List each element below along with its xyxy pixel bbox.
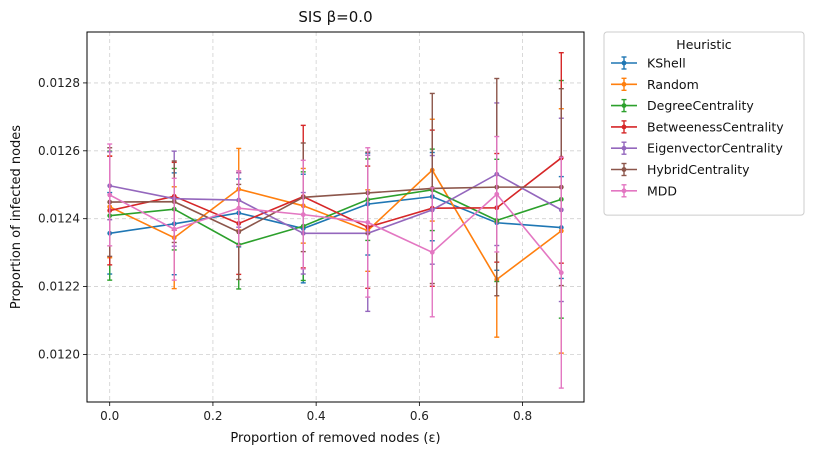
y-tick-label: 0.0126 [38,144,80,158]
legend-swatch-marker [621,124,627,130]
x-tick-label: 0.4 [307,409,326,423]
series-line [109,173,562,235]
legend-label: DegreeCentrality [647,98,754,113]
data-point [494,191,500,197]
legend-label: MDD [647,183,677,198]
legend-swatch-marker [621,188,627,194]
series-MDD [107,135,564,389]
y-tick-label: 0.0128 [38,76,80,90]
legend-label: HybridCentrality [647,162,750,177]
legend-label: Random [647,77,699,92]
legend-label: EigenvectorCentrality [647,141,783,156]
series-line [109,193,562,274]
series-line [109,195,562,235]
y-tick-label: 0.0120 [38,347,80,361]
legend-swatch-marker [621,103,627,108]
data-point [236,205,242,211]
legend-item: MDD [611,183,677,198]
chart-title: SIS β=0.0 [298,8,372,26]
legend-title: Heuristic [676,37,732,52]
data-point [365,220,371,225]
data-point [107,192,113,198]
legend-swatch-marker [621,145,627,151]
data-point [300,212,306,218]
legend-item: EigenvectorCentrality [611,141,783,156]
series-layer [107,52,564,389]
x-tick-label: 0.2 [203,409,222,423]
legend-label: BetweenessCentrality [647,119,784,134]
data-point [429,249,435,255]
y-axis-label: Proportion of infected nodes [9,125,24,309]
series-line [109,186,562,233]
plot-frame [86,31,585,403]
ticks: 0.0 0.2 0.4 0.6 0.8 0.0120 0.0122 0.0124 0.0126 0… [38,76,532,423]
legend-item: DegreeCentrality [611,98,754,113]
legend-swatch-marker [621,167,627,172]
x-axis-label: Proportion of removed nodes (ε) [230,431,440,446]
legend-swatch-marker [621,81,627,87]
legend-label: KShell [647,56,686,71]
data-point [171,226,177,232]
legend-swatch-marker [621,60,627,66]
legend-item: BetweenessCentrality [611,119,784,134]
legend-box [603,31,805,216]
data-point [558,270,564,276]
x-tick-label: 0.0 [100,409,119,423]
y-tick-label: 0.0124 [38,212,80,226]
y-tick-label: 0.0122 [38,280,80,294]
x-tick-label: 0.8 [513,409,532,423]
legend-items: KShell Random DegreeCentrality BetweenessCe… [611,56,784,198]
legend-item: HybridCentrality [611,162,750,177]
series-line [109,189,562,246]
legend-item: KShell [611,56,686,71]
legend: Heuristic KShell Random DegreeCentrality Be… [603,31,805,216]
x-tick-label: 0.6 [410,409,429,423]
series-line [109,157,562,229]
legend-item: Random [611,77,699,92]
